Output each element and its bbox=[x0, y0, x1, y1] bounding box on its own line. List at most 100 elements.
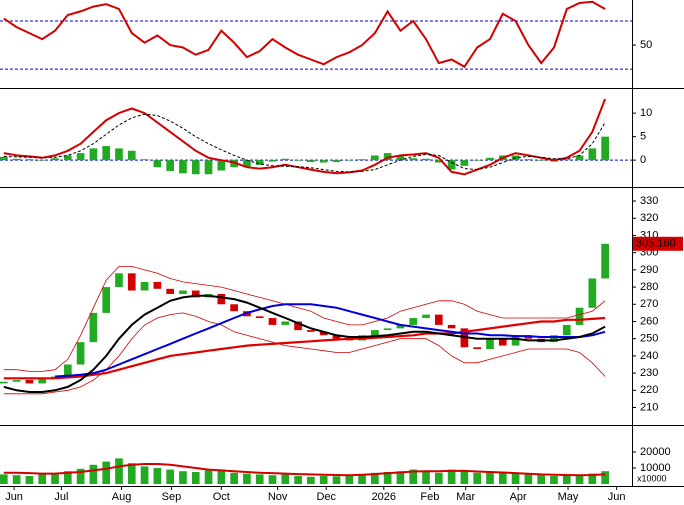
candle bbox=[498, 338, 507, 346]
bar bbox=[255, 474, 264, 484]
bar bbox=[422, 158, 430, 161]
bar bbox=[537, 475, 546, 484]
candle bbox=[371, 330, 379, 336]
bar bbox=[562, 159, 571, 161]
bar bbox=[102, 461, 111, 484]
bar bbox=[153, 468, 162, 484]
bar bbox=[371, 155, 379, 161]
candle bbox=[63, 364, 72, 377]
candle bbox=[140, 281, 149, 291]
unit-label: x10000 bbox=[637, 473, 667, 483]
bar bbox=[38, 160, 47, 161]
bar bbox=[230, 160, 238, 168]
bar bbox=[575, 155, 584, 161]
y-tick-label: 50 bbox=[640, 39, 652, 51]
bar bbox=[140, 159, 149, 161]
bar bbox=[473, 160, 482, 161]
candle bbox=[76, 342, 85, 365]
bar bbox=[153, 160, 162, 168]
bar bbox=[562, 474, 571, 484]
bar bbox=[371, 472, 379, 484]
bar bbox=[25, 476, 34, 484]
candle bbox=[191, 290, 200, 298]
price-tag-label: 305.160 bbox=[636, 238, 676, 250]
bar bbox=[550, 476, 558, 484]
bar bbox=[76, 468, 85, 484]
bar bbox=[255, 160, 264, 165]
y-tick-label: 5 bbox=[640, 131, 646, 143]
bar bbox=[524, 474, 533, 484]
x-tick-label: Mar bbox=[456, 491, 475, 503]
candle bbox=[153, 281, 162, 289]
bar bbox=[307, 160, 315, 163]
candle bbox=[396, 324, 405, 329]
candle bbox=[486, 338, 494, 350]
candle bbox=[550, 335, 558, 343]
bar bbox=[345, 475, 354, 484]
candle bbox=[179, 290, 187, 294]
bar bbox=[486, 157, 494, 161]
bar bbox=[51, 158, 59, 161]
line-series bbox=[3, 113, 606, 173]
candle bbox=[473, 347, 482, 350]
bar bbox=[396, 155, 405, 161]
bar bbox=[0, 156, 8, 161]
line-series bbox=[3, 294, 606, 393]
frame bbox=[0, 0, 684, 487]
x-tick-label: Feb bbox=[420, 491, 439, 503]
line-series bbox=[3, 98, 607, 176]
y-tick-label: 20000 bbox=[640, 446, 671, 458]
candle bbox=[422, 314, 430, 319]
bar bbox=[230, 472, 238, 484]
candle bbox=[601, 243, 609, 279]
y-tick-label: 210 bbox=[640, 401, 658, 413]
candle bbox=[332, 335, 341, 339]
line-series bbox=[3, 463, 606, 477]
candle bbox=[511, 335, 520, 346]
candle bbox=[255, 316, 264, 319]
bar bbox=[409, 158, 418, 161]
bar bbox=[588, 148, 597, 161]
y-tick-label: 230 bbox=[640, 367, 658, 379]
bar bbox=[537, 160, 546, 161]
bar bbox=[588, 473, 597, 484]
candle bbox=[268, 318, 277, 325]
line-series bbox=[3, 0, 606, 69]
candle bbox=[409, 318, 418, 325]
bar bbox=[447, 160, 456, 170]
y-tick-label: 250 bbox=[640, 333, 658, 345]
x-tick-label: Nov bbox=[268, 491, 288, 503]
bar bbox=[332, 160, 341, 163]
bar bbox=[89, 464, 98, 484]
bar bbox=[473, 472, 482, 484]
bar bbox=[25, 159, 34, 161]
bar bbox=[127, 150, 136, 161]
bar bbox=[179, 160, 187, 174]
candle bbox=[307, 330, 315, 332]
candle bbox=[294, 321, 302, 331]
bar bbox=[12, 475, 21, 484]
bar bbox=[268, 475, 277, 484]
bar bbox=[76, 153, 85, 161]
y-tick-label: 300 bbox=[640, 247, 658, 259]
bar bbox=[575, 475, 584, 484]
candle bbox=[230, 304, 238, 312]
candle bbox=[12, 379, 21, 382]
x-tick-label: Sep bbox=[162, 491, 182, 503]
y-tick-label: 270 bbox=[640, 298, 658, 310]
bar bbox=[12, 158, 21, 161]
bar bbox=[383, 153, 392, 161]
bar bbox=[319, 160, 328, 163]
candle bbox=[588, 278, 597, 308]
bar bbox=[127, 463, 136, 484]
y-tick-label: 260 bbox=[640, 315, 658, 327]
price-tag bbox=[633, 236, 683, 251]
y-tick-label: 290 bbox=[640, 264, 658, 276]
bar bbox=[409, 469, 418, 484]
bar bbox=[217, 469, 226, 484]
x-tick-label: Jun bbox=[5, 491, 23, 503]
bar bbox=[345, 160, 354, 161]
bar bbox=[498, 472, 507, 484]
